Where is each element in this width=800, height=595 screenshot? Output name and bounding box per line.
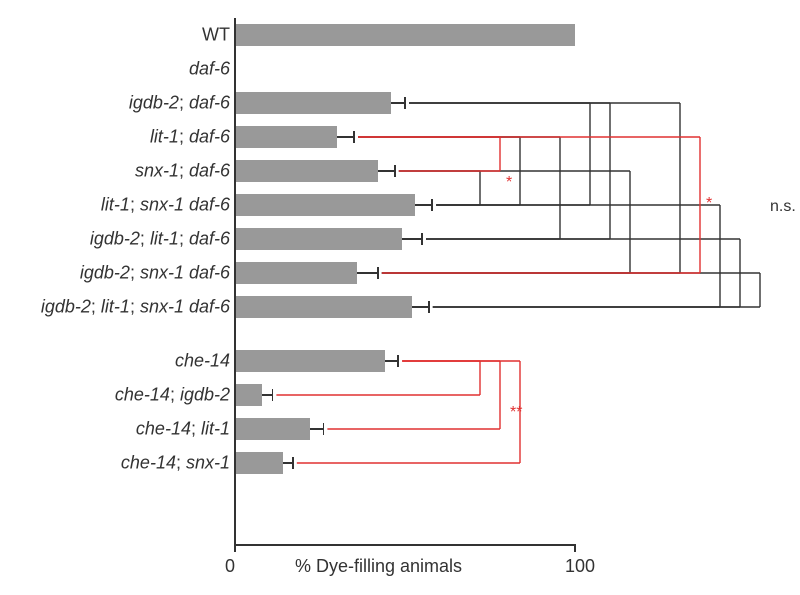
bar bbox=[235, 194, 415, 216]
chart-row: daf-6 bbox=[0, 52, 800, 86]
row-label: igdb-2; snx-1 daf-6 bbox=[10, 263, 230, 284]
significance-label: * bbox=[506, 174, 512, 192]
bar bbox=[235, 262, 357, 284]
chart-row: che-14; lit-1 bbox=[0, 412, 800, 446]
y-axis bbox=[234, 18, 236, 544]
x-tick-label: 0 bbox=[225, 556, 235, 577]
row-label: che-14; lit-1 bbox=[10, 419, 230, 440]
chart-row: igdb-2; lit-1; snx-1 daf-6 bbox=[0, 290, 800, 324]
row-label: snx-1; daf-6 bbox=[10, 161, 230, 182]
bar bbox=[235, 296, 412, 318]
x-tick bbox=[234, 544, 236, 552]
x-axis bbox=[235, 544, 575, 546]
row-label: che-14 bbox=[10, 351, 230, 372]
row-label: WT bbox=[10, 25, 230, 46]
bar bbox=[235, 384, 262, 406]
chart-row: che-14; igdb-2 bbox=[0, 378, 800, 412]
x-axis-label: % Dye-filling animals bbox=[295, 556, 462, 577]
row-label: che-14; igdb-2 bbox=[10, 385, 230, 406]
chart-row: igdb-2; lit-1; daf-6 bbox=[0, 222, 800, 256]
significance-label: ** bbox=[510, 404, 522, 422]
row-label: daf-6 bbox=[10, 59, 230, 80]
row-label: lit-1; daf-6 bbox=[10, 127, 230, 148]
annotation: n.s. bbox=[770, 198, 796, 216]
x-tick bbox=[574, 544, 576, 552]
bar bbox=[235, 160, 378, 182]
bar bbox=[235, 92, 391, 114]
significance-label: * bbox=[706, 195, 712, 213]
bar bbox=[235, 418, 310, 440]
chart-row: igdb-2; snx-1 daf-6 bbox=[0, 256, 800, 290]
bar bbox=[235, 228, 402, 250]
bar bbox=[235, 452, 283, 474]
chart-row: che-14 bbox=[0, 344, 800, 378]
row-label: igdb-2; daf-6 bbox=[10, 93, 230, 114]
chart-row: lit-1; daf-6 bbox=[0, 120, 800, 154]
bar bbox=[235, 24, 575, 46]
chart-row: WT bbox=[0, 18, 800, 52]
chart-row: lit-1; snx-1 daf-6 bbox=[0, 188, 800, 222]
chart-row: igdb-2; daf-6 bbox=[0, 86, 800, 120]
row-label: igdb-2; lit-1; daf-6 bbox=[10, 229, 230, 250]
x-tick-label: 100 bbox=[565, 556, 595, 577]
bar bbox=[235, 126, 337, 148]
chart-row: snx-1; daf-6 bbox=[0, 154, 800, 188]
row-label: lit-1; snx-1 daf-6 bbox=[10, 195, 230, 216]
row-label: che-14; snx-1 bbox=[10, 453, 230, 474]
chart-row: che-14; snx-1 bbox=[0, 446, 800, 480]
row-label: igdb-2; lit-1; snx-1 daf-6 bbox=[10, 297, 230, 318]
bar bbox=[235, 350, 385, 372]
